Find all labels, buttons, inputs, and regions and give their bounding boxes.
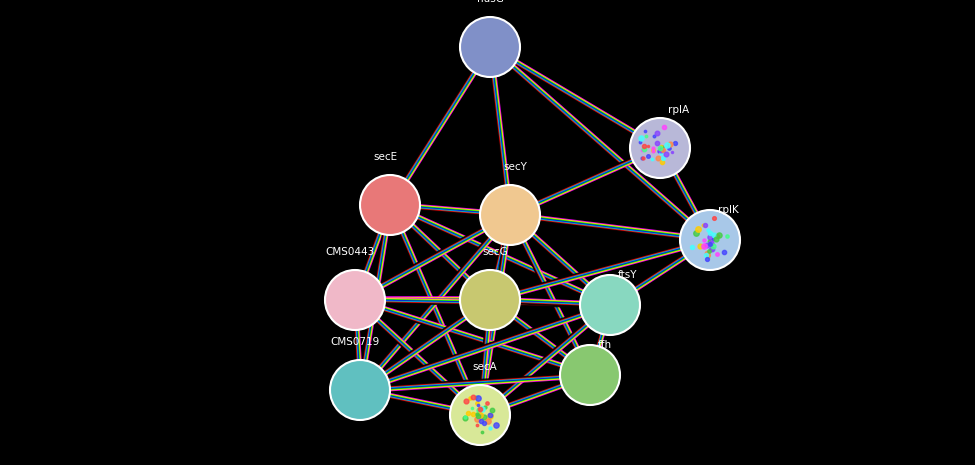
- Circle shape: [450, 385, 510, 445]
- Circle shape: [560, 345, 620, 405]
- Circle shape: [630, 118, 690, 178]
- Text: rplA: rplA: [668, 105, 689, 115]
- Circle shape: [580, 275, 640, 335]
- Circle shape: [480, 185, 540, 245]
- Text: CMS0443: CMS0443: [326, 247, 374, 257]
- Text: secG: secG: [482, 247, 508, 257]
- Text: secA: secA: [473, 362, 497, 372]
- Text: ftsY: ftsY: [618, 270, 638, 280]
- Circle shape: [360, 175, 420, 235]
- Text: rplK: rplK: [718, 205, 739, 215]
- Circle shape: [330, 360, 390, 420]
- Text: ffh: ffh: [598, 340, 612, 350]
- Text: nusG: nusG: [477, 0, 503, 4]
- Text: secE: secE: [372, 152, 397, 162]
- Circle shape: [460, 270, 520, 330]
- Circle shape: [460, 17, 520, 77]
- Text: secY: secY: [503, 162, 526, 172]
- Circle shape: [680, 210, 740, 270]
- Text: CMS0719: CMS0719: [331, 337, 379, 347]
- Circle shape: [325, 270, 385, 330]
